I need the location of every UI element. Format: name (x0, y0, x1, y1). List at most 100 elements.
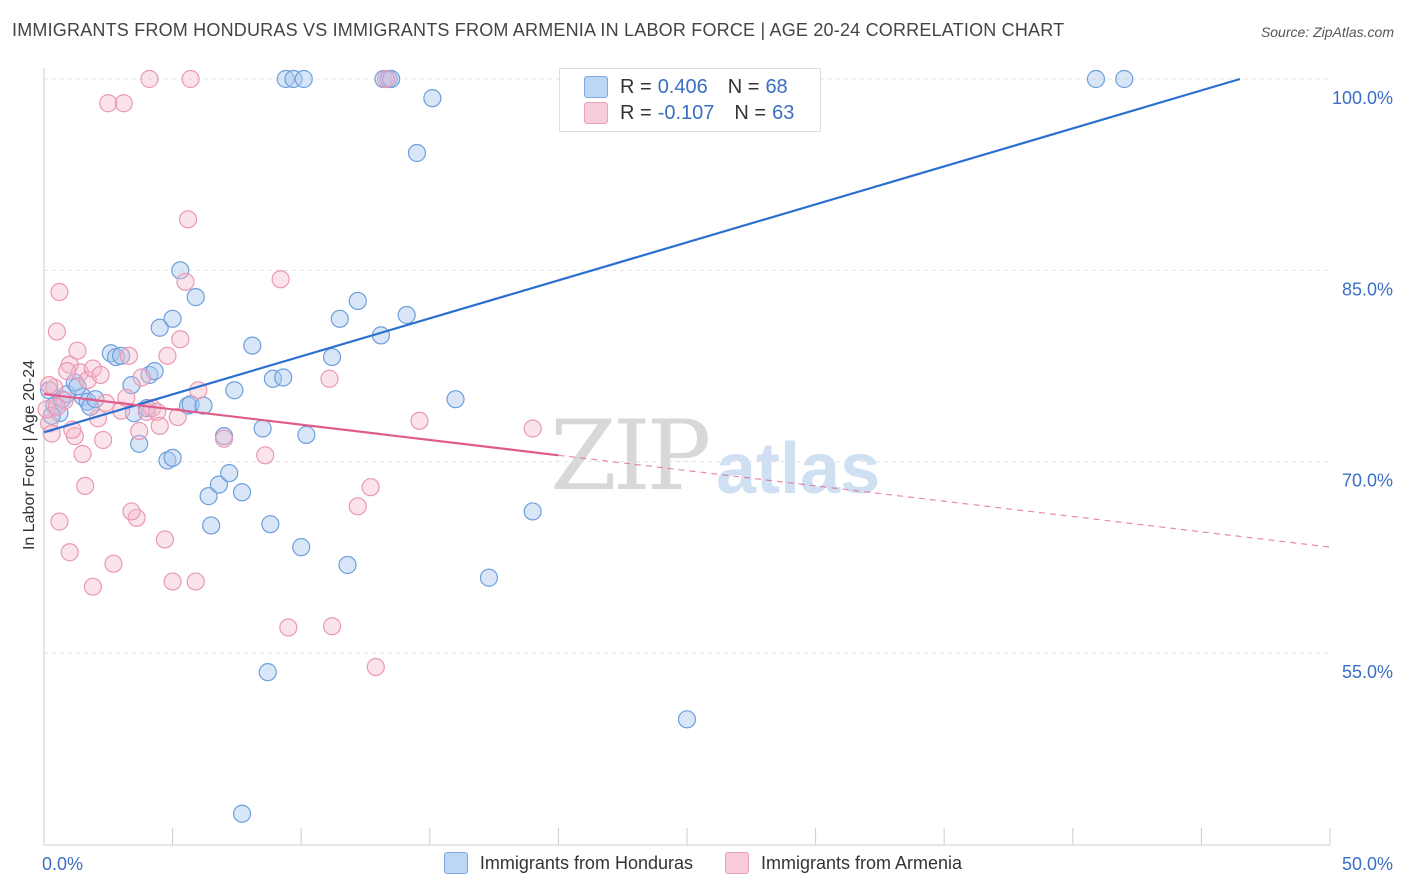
armenia-point (47, 397, 66, 416)
y-axis-title: In Labor Force | Age 20-24 (21, 359, 38, 551)
armenia-point (58, 362, 77, 381)
honduras-point (261, 515, 280, 534)
armenia-point (322, 617, 342, 636)
armenia-point (186, 572, 205, 591)
armenia-point (271, 270, 290, 289)
legend-label-armenia: Immigrants from Armenia (761, 852, 963, 873)
honduras-trend-line (43, 77, 1241, 434)
honduras-point (1115, 69, 1134, 89)
armenia-point (214, 429, 234, 448)
armenia-point (256, 446, 275, 465)
honduras-point (209, 475, 228, 494)
honduras-swatch (584, 76, 608, 98)
armenia-point (50, 282, 69, 302)
legend-n-value: 63 (772, 101, 795, 124)
honduras-point (186, 288, 205, 307)
legend-n-label: N = (734, 101, 767, 124)
legend-r-label: R = (620, 75, 652, 98)
armenia-point (279, 618, 298, 637)
armenia-point (114, 94, 133, 113)
armenia-point (181, 69, 200, 89)
armenia-point (348, 497, 367, 516)
honduras-point (294, 69, 313, 89)
armenia-point (361, 478, 380, 497)
armenia-point (76, 476, 95, 496)
armenia-point (410, 411, 429, 430)
honduras-point (199, 487, 218, 506)
honduras-point (1086, 69, 1106, 89)
honduras-point (407, 143, 427, 163)
armenia-point (122, 502, 141, 521)
armenia-trend-line (43, 392, 559, 457)
armenia-point (99, 94, 118, 113)
honduras-point (348, 291, 367, 311)
honduras-point (397, 305, 416, 325)
legend-item-honduras: Immigrants from Honduras (443, 852, 693, 874)
honduras-point (112, 346, 131, 365)
x-tick-label: 0.0% (42, 854, 83, 874)
honduras-point (479, 568, 499, 587)
armenia-point (47, 322, 66, 341)
honduras-point (338, 555, 357, 575)
legend-r-value: -0.107 (657, 101, 715, 124)
honduras-point (322, 347, 342, 367)
armenia-point (168, 407, 187, 427)
armenia-point (140, 69, 159, 89)
honduras-point (150, 318, 169, 337)
series-legend: Immigrants from Honduras Immigrants from… (0, 852, 1406, 874)
armenia-point (119, 346, 138, 365)
honduras-point (677, 710, 697, 729)
honduras-point (181, 395, 200, 414)
legend-row-honduras: R = 0.406 N = 68 (584, 75, 788, 99)
watermark-zip: ZIP (550, 400, 711, 512)
honduras-point (446, 390, 465, 409)
honduras-point (258, 663, 277, 682)
honduras-point (130, 434, 149, 453)
honduras-point (68, 377, 87, 396)
legend-item-armenia: Immigrants from Armenia (725, 852, 962, 874)
honduras-point (202, 516, 221, 535)
armenia-point (176, 272, 195, 291)
armenia-point (50, 512, 69, 531)
watermark-atlas: atlas (716, 429, 881, 509)
stats-legend: R = 0.406 N = 68 R = -0.107 N = 63 (559, 68, 821, 132)
armenia-point (523, 419, 542, 438)
armenia-point (163, 572, 182, 591)
y-tick-label: 100.0% (1332, 88, 1393, 108)
legend-r-value: 0.406 (657, 75, 708, 98)
honduras-point (330, 309, 349, 328)
armenia-point (68, 341, 87, 360)
armenia-point (94, 430, 113, 450)
honduras-point (284, 69, 303, 89)
armenia-point (40, 376, 59, 395)
source-label: Source: ZipAtlas.com (1260, 24, 1394, 40)
honduras-point (297, 425, 316, 444)
honduras-point (225, 381, 244, 400)
honduras-point (292, 538, 311, 557)
armenia-point (60, 543, 79, 562)
honduras-point (171, 261, 190, 280)
legend-label-honduras: Immigrants from Honduras (479, 852, 693, 873)
y-tick-label: 70.0% (1342, 471, 1393, 491)
honduras-point (232, 483, 252, 502)
chart-title: IMMIGRANTS FROM HONDURAS VS IMMIGRANTS F… (12, 20, 1065, 40)
armenia-point (320, 369, 339, 388)
armenia-point (150, 416, 169, 436)
x-tick-label: 50.0% (1342, 854, 1393, 874)
legend-r-label: R = (620, 101, 652, 124)
legend-n-value: 68 (765, 75, 788, 98)
honduras-point (158, 451, 177, 470)
honduras-point (523, 502, 542, 521)
y-tick-label: 55.0% (1342, 662, 1393, 682)
honduras-legend-swatch (443, 852, 468, 874)
armenia-point (104, 554, 123, 573)
honduras-point (232, 804, 252, 823)
armenia-trend-extension (558, 454, 1331, 548)
honduras-point (274, 368, 293, 387)
honduras-point (423, 89, 442, 108)
armenia-point (376, 69, 396, 89)
honduras-point (276, 69, 295, 89)
armenia-point (91, 365, 110, 385)
legend-n-label: N = (727, 75, 760, 98)
